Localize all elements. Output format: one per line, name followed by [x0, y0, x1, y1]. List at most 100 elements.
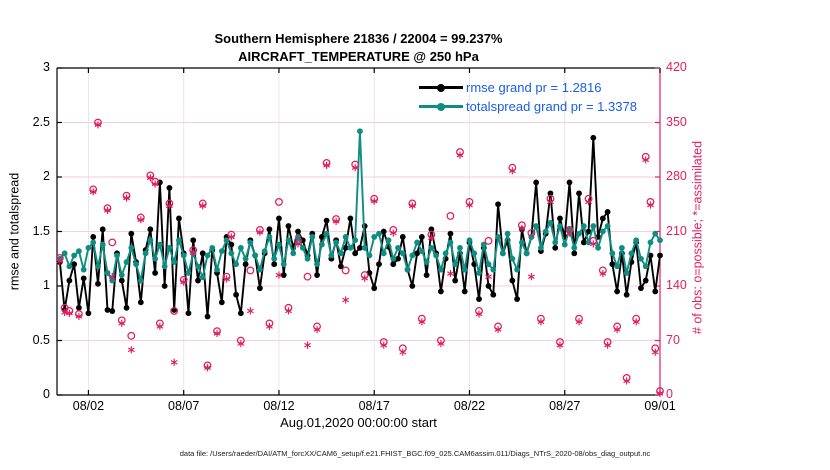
- obs-assimilated-marker: [361, 275, 369, 281]
- obs-assimilated-marker: [527, 274, 535, 279]
- series-point-totalspread: [542, 228, 549, 235]
- series-point-totalspread: [461, 266, 468, 273]
- obs-assimilated-marker: [613, 327, 621, 332]
- series-point-rmse: [147, 226, 154, 233]
- series-point-totalspread: [633, 237, 640, 244]
- series-point-totalspread: [423, 259, 430, 265]
- obs-assimilated-marker: [223, 276, 230, 282]
- series-point-rmse: [590, 134, 597, 141]
- series-point-totalspread: [152, 255, 159, 262]
- series-point-totalspread: [657, 237, 663, 244]
- series-point-rmse: [380, 228, 387, 235]
- obs-assimilated-marker: [204, 365, 211, 371]
- series-point-totalspread: [85, 244, 92, 251]
- obs-assimilated-marker: [647, 202, 654, 208]
- series-point-totalspread: [623, 270, 630, 276]
- series-point-rmse: [337, 263, 344, 270]
- series-point-rmse: [128, 230, 135, 237]
- obs-assimilated-marker: [485, 274, 492, 279]
- series-point-rmse: [609, 261, 616, 268]
- series-point-totalspread: [471, 250, 478, 257]
- series-point-totalspread: [176, 237, 182, 244]
- series-point-rmse: [233, 291, 239, 298]
- series-point-totalspread: [557, 223, 563, 229]
- series-point-rmse: [204, 313, 211, 320]
- series-point-rmse: [604, 208, 611, 215]
- series-point-totalspread: [652, 230, 659, 237]
- series-point-totalspread: [228, 250, 235, 257]
- obs-assimilated-marker: [651, 349, 659, 355]
- series-point-rmse: [476, 296, 482, 302]
- series-point-rmse: [109, 308, 116, 314]
- series-point-rmse: [414, 250, 420, 257]
- obs-assimilated-marker: [537, 319, 545, 325]
- series-point-totalspread: [80, 266, 87, 273]
- series-point-totalspread: [566, 226, 573, 233]
- series-point-totalspread: [499, 250, 506, 257]
- series-point-rmse: [580, 239, 587, 246]
- legend-swatch-totalspread: [419, 102, 463, 111]
- obs-assimilated-marker: [589, 241, 597, 247]
- series-point-totalspread: [357, 128, 363, 135]
- series-point-rmse: [495, 201, 501, 208]
- series-point-totalspread: [452, 261, 459, 268]
- legend-label-rmse: rmse grand pr = 1.2816: [466, 80, 602, 95]
- obs-assimilated-marker: [213, 331, 221, 336]
- series-point-totalspread: [490, 266, 497, 273]
- series-point-totalspread: [257, 266, 263, 273]
- series-point-totalspread: [614, 263, 621, 270]
- obs-assimilated-marker: [389, 230, 397, 236]
- series-point-totalspread: [209, 244, 216, 251]
- series-point-rmse: [257, 285, 263, 292]
- obs-assimilated-marker: [237, 341, 245, 346]
- series-point-totalspread: [561, 241, 568, 248]
- tick-label-y-left: 1: [43, 278, 50, 292]
- series-point-totalspread: [595, 244, 601, 251]
- series-point-totalspread: [395, 244, 401, 251]
- series-point-totalspread: [285, 237, 292, 244]
- series-point-totalspread: [590, 223, 597, 229]
- series-point-totalspread: [428, 244, 435, 251]
- obs-assimilated-marker: [146, 175, 154, 181]
- series-point-totalspread: [538, 244, 544, 251]
- obs-assimilated-marker: [294, 241, 302, 247]
- series-point-totalspread: [214, 266, 220, 273]
- series-point-totalspread: [414, 239, 420, 246]
- obs-assimilated-marker: [199, 203, 207, 209]
- obs-assimilated-marker: [370, 198, 378, 204]
- series-point-totalspread: [137, 277, 144, 284]
- obs-assimilated-marker: [104, 208, 111, 213]
- series-point-totalspread: [337, 250, 344, 257]
- series-point-totalspread: [504, 230, 511, 237]
- series-point-totalspread: [318, 241, 325, 248]
- tick-label-x: 08/12: [263, 399, 295, 413]
- series-point-rmse: [642, 277, 649, 284]
- tick-label-y-right: 140: [666, 278, 687, 292]
- series-point-totalspread: [299, 244, 306, 251]
- series-point-totalspread: [95, 263, 101, 270]
- series-point-rmse: [171, 307, 178, 313]
- series-point-rmse: [347, 215, 354, 222]
- series-point-totalspread: [133, 261, 139, 268]
- series-point-totalspread: [290, 250, 297, 257]
- series-point-totalspread: [304, 255, 311, 262]
- series-point-totalspread: [509, 255, 516, 262]
- series-point-rmse: [490, 291, 497, 298]
- series-point-totalspread: [328, 252, 335, 259]
- obs-assimilated-marker: [456, 152, 464, 158]
- series-point-totalspread: [571, 244, 578, 251]
- series-point-totalspread: [628, 250, 635, 257]
- obs-assimilated-marker: [642, 157, 650, 163]
- series-point-rmse: [90, 234, 97, 240]
- series-point-rmse: [314, 272, 320, 278]
- series-point-totalspread: [99, 241, 106, 248]
- series-point-rmse: [399, 234, 406, 240]
- series-point-totalspread: [218, 248, 225, 255]
- series-point-rmse: [452, 277, 459, 284]
- series-point-totalspread: [476, 270, 482, 276]
- obs-assimilated-marker: [466, 202, 473, 208]
- series-point-totalspread: [123, 259, 130, 265]
- series-point-rmse: [576, 190, 582, 197]
